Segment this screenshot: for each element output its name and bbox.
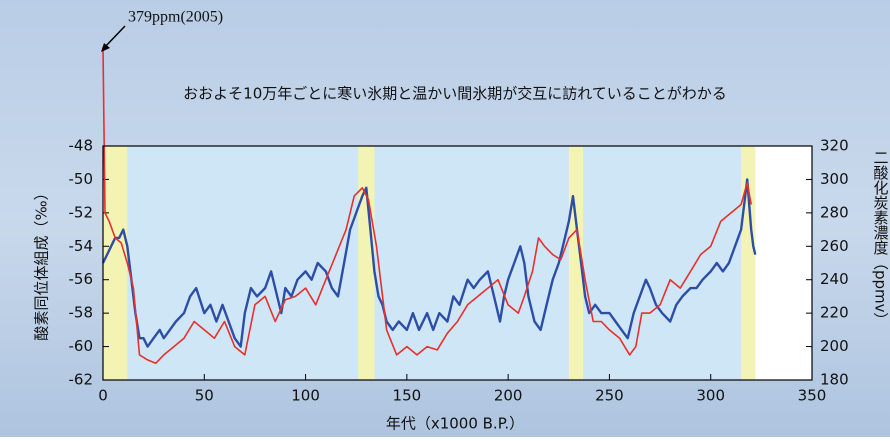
x-axis-label: 年代（x1000 B.P.） [386,415,524,433]
y-tick-label: -60 [69,337,94,355]
chart: -48 -50 -52 -54 -56 -58 -60 -62 320 300 280 260 240 2… [0,0,890,437]
y2-tick-label: 200 [820,337,849,355]
y2-tick-label: 300 [820,170,849,188]
interglacial-band [358,146,374,380]
data-region [103,146,755,380]
interglacial-band [103,146,127,380]
y-tick-label: -56 [69,270,94,288]
y-tick-label: -54 [69,237,94,255]
y-tick-label: -62 [69,371,94,389]
x-tick-label: 150 [393,387,422,405]
y-tick-label: -50 [69,170,94,188]
y2-axis-label: 二酸化炭素濃度（ppmv） [872,150,890,328]
x-tick-label: 100 [291,387,320,405]
x-tick-label: 250 [595,387,624,405]
x-tick-label: 350 [798,387,827,405]
y-tick-label: -52 [69,203,94,221]
subtitle: おおよそ10万年ごとに寒い氷期と温かい間氷期が交互に訪れていることがわかる [183,85,727,103]
x-tick-label: 200 [494,387,523,405]
y2-tick-label: 280 [820,203,849,221]
y2-tick-label: 320 [820,137,849,155]
y2-tick-label: 220 [820,304,849,322]
y-axis-label: 酸素同位体組成（‰） [33,185,51,340]
x-tick-label: 50 [195,387,214,405]
y2-tick-label: 260 [820,237,849,255]
annotation: 379ppm(2005) [128,9,223,26]
y2-tick-label: 240 [820,270,849,288]
y-tick-label: -48 [69,137,94,155]
y-tick-label: -58 [69,304,94,322]
x-tick-label: 0 [98,387,108,405]
x-tick-label: 300 [696,387,725,405]
